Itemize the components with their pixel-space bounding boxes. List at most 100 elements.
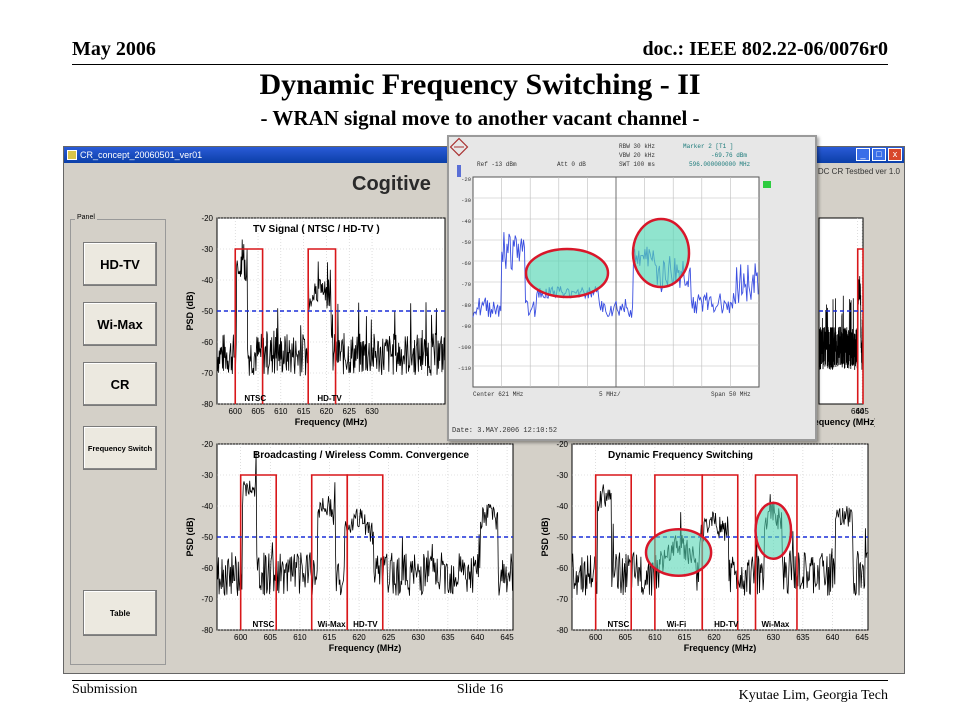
analyzer-y-tick: -100 <box>458 344 471 351</box>
header-date: May 2006 <box>72 38 156 60</box>
maximize-button[interactable]: □ <box>872 148 886 161</box>
cr-button[interactable]: CR <box>83 362 157 406</box>
footer-slide-number: Slide 16 <box>456 682 504 697</box>
channel-mask <box>346 474 384 630</box>
channel-mask <box>239 474 277 630</box>
x-tick-label: 625 <box>382 633 396 642</box>
y-tick-label: -70 <box>201 595 213 604</box>
analyzer-center: Center 621 MHz <box>473 391 524 398</box>
analyzer-div: 5 MHz/ <box>599 391 621 398</box>
x-tick-label: 635 <box>441 633 455 642</box>
y-tick-label: -30 <box>201 471 213 480</box>
spectrum-analyzer-overlay: -20 -30 -40 -50 -60 -70 -80 -90 -100 -110 Ref -13… <box>447 135 817 441</box>
window-controls: _ □ x <box>856 148 902 161</box>
psd-trace <box>818 276 864 370</box>
y-tick-label: -60 <box>201 338 213 347</box>
channel-label: HD-TV <box>317 394 342 403</box>
channel-mask <box>234 248 264 404</box>
analyzer-rbw: RBW 30 kHz <box>619 143 656 150</box>
x-tick-label: 605 <box>251 407 265 416</box>
x-tick-label: 640 <box>826 633 840 642</box>
psd-trace <box>216 451 513 596</box>
x-tick-label: 615 <box>297 407 311 416</box>
hd-tv-button[interactable]: HD-TV <box>83 242 157 286</box>
analyzer-logo-icon <box>449 137 469 157</box>
x-tick-label: 645 <box>855 633 869 642</box>
footer-rule <box>72 680 888 681</box>
minimize-button[interactable]: _ <box>856 148 870 161</box>
x-tick-label: 630 <box>412 633 426 642</box>
x-tick-label: 635 <box>796 633 810 642</box>
x-tick-label: 620 <box>320 407 334 416</box>
analyzer-vbw: VBW 20 kHz <box>619 152 656 159</box>
y-tick-label: -40 <box>201 276 213 285</box>
x-tick-label: 610 <box>648 633 662 642</box>
app-heading: Cogitive <box>352 173 431 195</box>
x-tick-label: 610 <box>293 633 307 642</box>
header-doc-id: doc.: IEEE 802.22-06/0076r0 <box>642 38 888 60</box>
analyzer-screen: -20 -30 -40 -50 -60 -70 -80 -90 -100 -110 <box>449 137 771 388</box>
frequency-switch-button[interactable]: Frequency Switch <box>83 426 157 470</box>
x-tick-label: 600 <box>229 407 243 416</box>
analyzer-y-tick: -90 <box>461 323 471 330</box>
channel-label: Wi-Max <box>761 620 789 629</box>
channel-label: NTSC <box>253 620 275 629</box>
channel-mask <box>307 248 337 404</box>
header-rule <box>72 64 888 65</box>
footer-author: Kyutae Lim, Georgia Tech <box>738 688 888 703</box>
analyzer-marker: Marker 2 [T1 ] <box>683 143 734 150</box>
app-version-label: DC CR Testbed ver 1.0 <box>817 167 900 176</box>
psd-trace <box>216 239 445 377</box>
x-axis-label: Frequency (MHz) <box>295 417 368 427</box>
x-tick-label: 620 <box>707 633 721 642</box>
y-tick-label: -80 <box>201 400 213 409</box>
slide-title: Dynamic Frequency Switching - II <box>259 68 701 101</box>
x-tick-label: 640 <box>471 633 485 642</box>
chart-tv-signal: -20 -30 -40 -50 -60 -70 -80 600 605 610 615 620 625 6… <box>185 210 450 442</box>
analyzer-y-tick: -80 <box>461 302 471 309</box>
y-tick-label: -80 <box>201 626 213 635</box>
analyzer-y-tick: -110 <box>458 365 471 372</box>
channel-mask <box>594 474 632 630</box>
y-tick-label: -50 <box>201 533 213 542</box>
table-button[interactable]: Table <box>83 590 157 636</box>
y-tick-label: -60 <box>201 564 213 573</box>
x-tick-label: 645 <box>855 407 869 416</box>
chart-title: Dynamic Frequency Switching <box>608 450 753 461</box>
chart-dynamic-switching: -20 -30 -40 -50 -60 -70 -80 600 605 610 615 620 625 6… <box>540 436 875 668</box>
x-tick-label: 640 <box>851 407 865 416</box>
channel-label: NTSC <box>244 394 266 403</box>
analyzer-y-tick: -20 <box>461 176 471 183</box>
x-tick-label: 625 <box>737 633 751 642</box>
x-tick-label: 610 <box>274 407 288 416</box>
analyzer-y-tick: -50 <box>461 239 471 246</box>
channel-label: HD-TV <box>353 620 378 629</box>
chart-convergence: -20 -30 -40 -50 -60 -70 -80 600 605 610 615 620 625 6… <box>185 436 520 668</box>
control-panel: Panel HD-TV Wi-Max CR Frequency Switch T… <box>70 214 166 665</box>
vacated-channel-highlight <box>524 247 610 299</box>
x-axis-label: Frequency (MHz) <box>684 643 757 653</box>
panel-label: Panel <box>75 214 97 221</box>
y-tick-label: -40 <box>556 502 568 511</box>
analyzer-y-tick: -70 <box>461 281 471 288</box>
close-button[interactable]: x <box>888 148 902 161</box>
y-tick-label: -50 <box>201 307 213 316</box>
switch-highlight <box>754 501 793 560</box>
psd-trace <box>571 484 868 596</box>
channel-mask <box>754 474 798 630</box>
analyzer-ref: Ref -13 dBm <box>477 161 517 168</box>
x-tick-label: 630 <box>365 407 379 416</box>
x-tick-label: 600 <box>589 633 603 642</box>
analyzer-att: Att 0 dB <box>557 161 586 168</box>
analyzer-marker-level: -69.76 dBm <box>711 152 748 159</box>
y-axis-label: PSD (dB) <box>185 518 195 557</box>
y-tick-label: -60 <box>556 564 568 573</box>
chart-title: TV Signal ( NTSC / HD-TV ) <box>253 224 380 235</box>
y-tick-label: -20 <box>556 440 568 449</box>
new-channel-highlight <box>631 217 691 289</box>
x-axis-label: Frequency (MHz) <box>329 643 402 653</box>
x-tick-label: 620 <box>352 633 366 642</box>
y-tick-label: -20 <box>201 440 213 449</box>
wi-max-button[interactable]: Wi-Max <box>83 302 157 346</box>
chart-title: Broadcasting / Wireless Comm. Convergenc… <box>253 450 470 461</box>
